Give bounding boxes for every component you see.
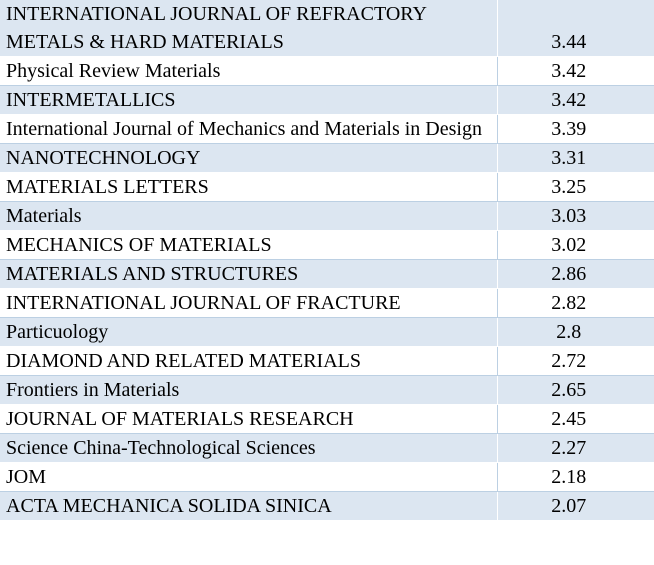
journal-value: 2.86: [496, 259, 654, 289]
table-row: MATERIALS AND STRUCTURES 2.86: [0, 259, 654, 289]
journal-value: 3.44: [496, 0, 654, 57]
journal-value: 2.45: [496, 404, 654, 434]
journal-name: Particuology: [0, 317, 497, 347]
table-row: ACTA MECHANICA SOLIDA SINICA 2.07: [0, 491, 654, 521]
journal-name: Materials: [0, 201, 497, 231]
journal-table: INTERNATIONAL JOURNAL OF REFRACTORY META…: [0, 0, 654, 521]
journal-name: INTERNATIONAL JOURNAL OF FRACTURE: [0, 288, 498, 318]
table-row: MECHANICS OF MATERIALS 3.02: [0, 230, 654, 260]
table-row: JOM 2.18: [0, 462, 654, 492]
journal-name: MATERIALS LETTERS: [0, 172, 498, 202]
table-row: JOURNAL OF MATERIALS RESEARCH 2.45: [0, 404, 654, 434]
journal-name: MECHANICS OF MATERIALS: [0, 230, 498, 260]
journal-name: NANOTECHNOLOGY: [0, 143, 497, 173]
journal-name: International Journal of Mechanics and M…: [0, 114, 498, 144]
table-row: NANOTECHNOLOGY 3.31: [0, 143, 654, 173]
journal-value: 2.82: [496, 288, 654, 318]
table-row: Physical Review Materials 3.42: [0, 56, 654, 86]
table-row: Particuology 2.8: [0, 317, 654, 347]
table-row: International Journal of Mechanics and M…: [0, 114, 654, 144]
journal-value: 3.02: [496, 230, 654, 260]
journal-value: 2.8: [496, 317, 654, 347]
journal-value: 2.18: [496, 462, 654, 492]
table-row: DIAMOND AND RELATED MATERIALS 2.72: [0, 346, 654, 376]
table-row: INTERMETALLICS 3.42: [0, 85, 654, 115]
journal-value: 2.07: [496, 491, 654, 521]
journal-name: MATERIALS AND STRUCTURES: [0, 259, 497, 289]
table-row: MATERIALS LETTERS 3.25: [0, 172, 654, 202]
journal-value: 3.25: [496, 172, 654, 202]
journal-name: ACTA MECHANICA SOLIDA SINICA: [0, 491, 497, 521]
table-row: Science China-Technological Sciences 2.2…: [0, 433, 654, 463]
journal-name: JOURNAL OF MATERIALS RESEARCH: [0, 404, 498, 434]
journal-value: 2.72: [496, 346, 654, 376]
journal-value: 3.39: [496, 114, 654, 144]
journal-value: 3.03: [496, 201, 654, 231]
journal-value: 3.42: [496, 85, 654, 115]
table-row: INTERNATIONAL JOURNAL OF REFRACTORY META…: [0, 0, 654, 57]
table-row: Materials 3.03: [0, 201, 654, 231]
journal-value: 2.27: [496, 433, 654, 463]
table-row: Frontiers in Materials 2.65: [0, 375, 654, 405]
journal-value: 3.42: [496, 56, 654, 86]
journal-name: DIAMOND AND RELATED MATERIALS: [0, 346, 498, 376]
journal-name: JOM: [0, 462, 498, 492]
journal-value: 2.65: [496, 375, 654, 405]
journal-name: INTERMETALLICS: [0, 85, 497, 115]
journal-name: INTERNATIONAL JOURNAL OF REFRACTORY META…: [0, 0, 497, 57]
journal-name: Frontiers in Materials: [0, 375, 497, 405]
journal-value: 3.31: [496, 143, 654, 173]
table-row: INTERNATIONAL JOURNAL OF FRACTURE 2.82: [0, 288, 654, 318]
journal-name: Science China-Technological Sciences: [0, 433, 497, 463]
journal-name: Physical Review Materials: [0, 56, 498, 86]
